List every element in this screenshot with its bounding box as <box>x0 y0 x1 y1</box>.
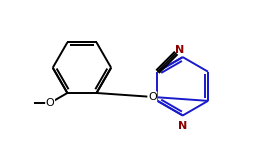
Text: O: O <box>148 92 157 102</box>
Text: O: O <box>46 98 55 108</box>
Text: N: N <box>178 121 187 131</box>
Text: N: N <box>175 45 184 55</box>
